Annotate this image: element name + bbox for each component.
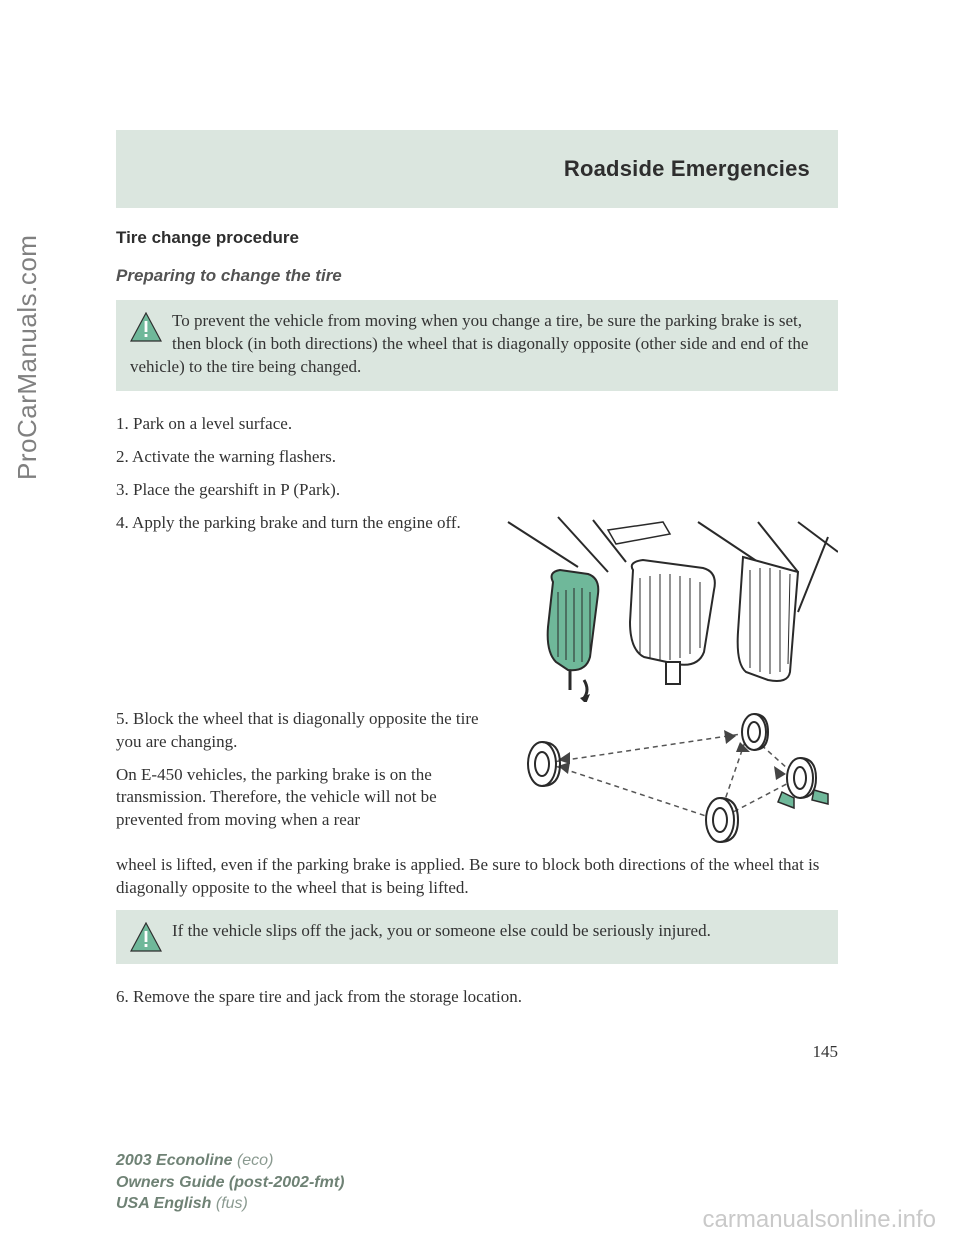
warning-icon (130, 922, 162, 952)
step-3: 3. Place the gearshift in P (Park). (116, 479, 838, 502)
footer-l1-bold: 2003 Econoline (116, 1152, 233, 1169)
footer-l3-bold: USA English (116, 1195, 211, 1212)
step-2: 2. Activate the warning flashers. (116, 446, 838, 469)
step-4: 4. Apply the parking brake and turn the … (116, 512, 480, 535)
content-area: Tire change procedure Preparing to chang… (116, 228, 838, 1018)
warning-box-2: If the vehicle slips off the jack, you o… (116, 910, 838, 964)
step-1: 1. Park on a level surface. (116, 413, 838, 436)
figure-pedals (498, 512, 838, 702)
footer-l3-ital: (fus) (216, 1195, 248, 1212)
footer-l1-ital: (eco) (237, 1152, 273, 1169)
footer-l2-bold: Owners Guide (post-2002-fmt) (116, 1174, 344, 1191)
step4-row: 4. Apply the parking brake and turn the … (116, 512, 838, 702)
step5-row: 5. Block the wheel that is diagonally op… (116, 708, 838, 848)
bottom-watermark: carmanualsonline.info (703, 1206, 936, 1234)
step-5a: 5. Block the wheel that is diagonally op… (116, 708, 480, 754)
footer-line-3: USA English (fus) (116, 1193, 344, 1215)
header-title: Roadside Emergencies (564, 156, 810, 182)
footer-block: 2003 Econoline (eco) Owners Guide (post-… (116, 1150, 344, 1215)
step-5b-partial: On E-450 vehicles, the parking brake is … (116, 764, 480, 833)
figure-wheels (498, 708, 838, 848)
step-6: 6. Remove the spare tire and jack from t… (116, 986, 838, 1009)
side-watermark: ProCarManuals.com (12, 235, 43, 480)
header-band: Roadside Emergencies (116, 130, 838, 208)
warning-box-1: To prevent the vehicle from moving when … (116, 300, 838, 391)
warning-text-1: To prevent the vehicle from moving when … (130, 311, 808, 376)
section-heading: Tire change procedure (116, 228, 838, 248)
page: ProCarManuals.com Roadside Emergencies T… (0, 0, 960, 1242)
step-5b-cont: wheel is lifted, even if the parking bra… (116, 854, 838, 900)
subsection-heading: Preparing to change the tire (116, 266, 838, 286)
warning-text-2: If the vehicle slips off the jack, you o… (172, 921, 711, 940)
warning-icon (130, 312, 162, 342)
footer-line-1: 2003 Econoline (eco) (116, 1150, 344, 1172)
page-number: 145 (813, 1042, 839, 1062)
footer-line-2: Owners Guide (post-2002-fmt) (116, 1172, 344, 1194)
